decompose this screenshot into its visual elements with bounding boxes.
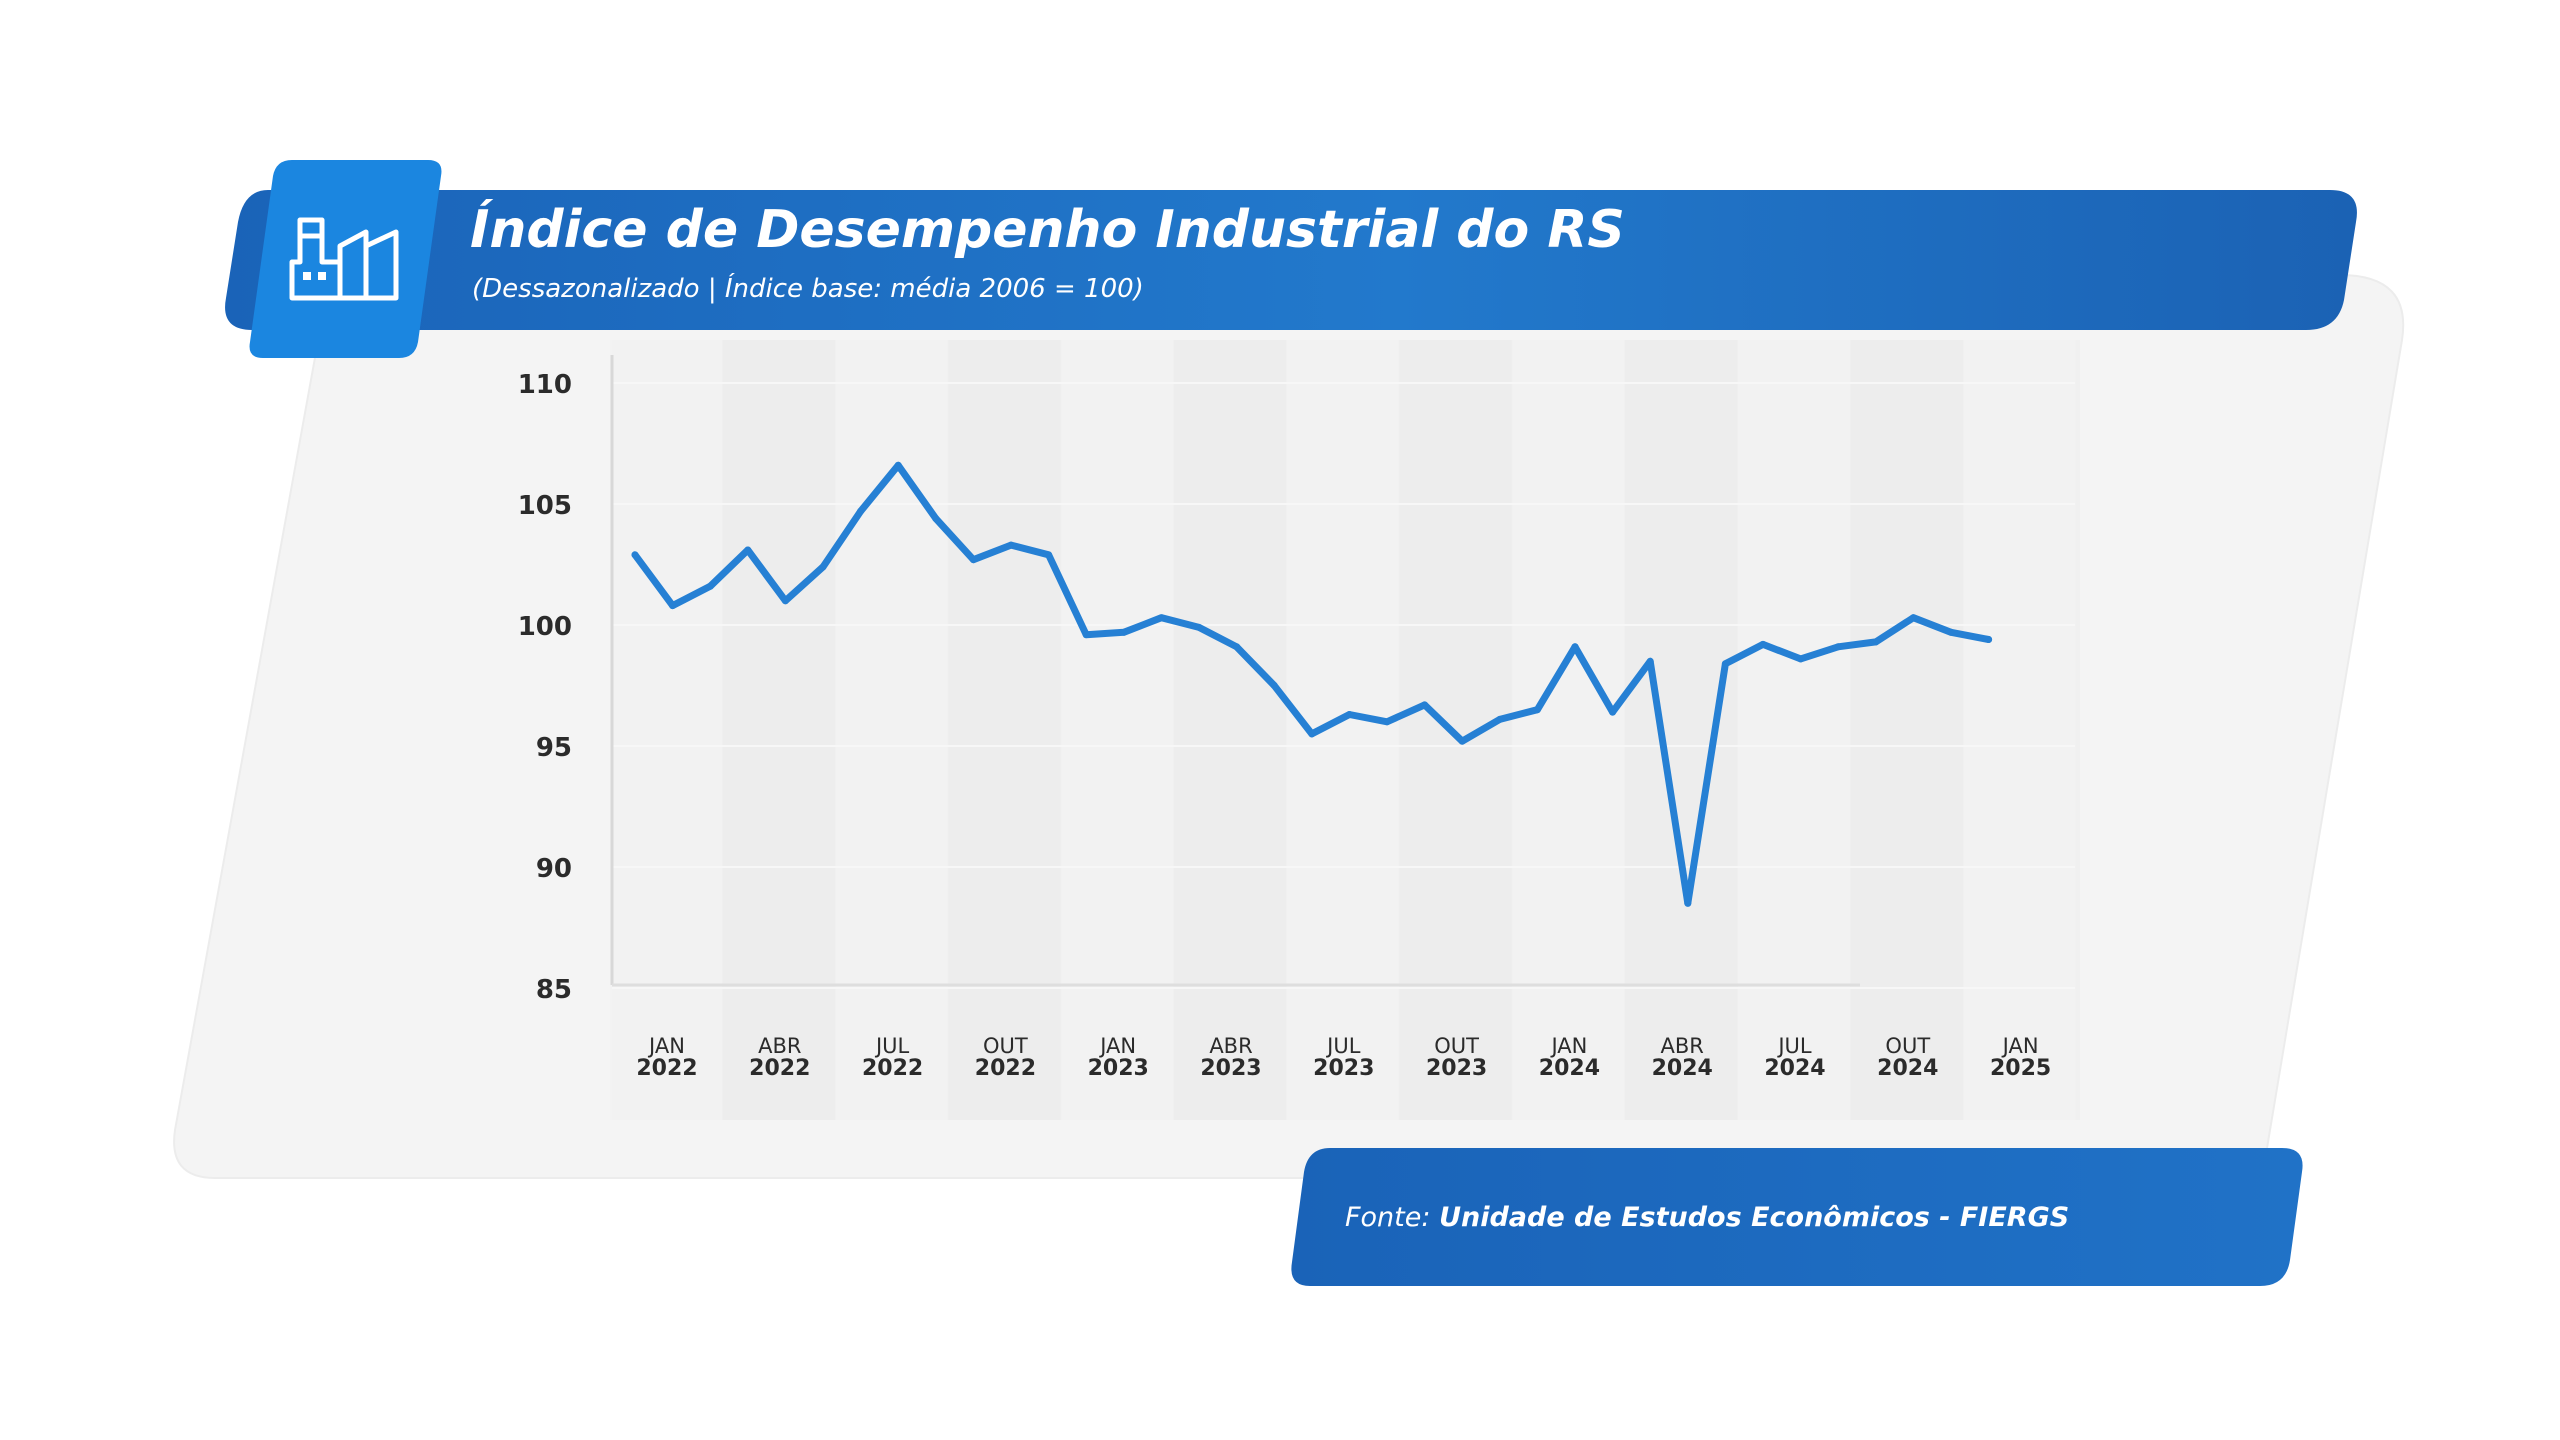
- column-bands: [610, 340, 2076, 1120]
- data-point: [1421, 701, 1429, 709]
- x-tick-year: 2022: [749, 1056, 810, 1081]
- column-band: [1512, 340, 1625, 1120]
- x-tick-month: JAN: [647, 1034, 685, 1058]
- column-band: [835, 340, 948, 1120]
- x-tick-year: 2023: [1200, 1056, 1261, 1081]
- data-point: [1609, 708, 1617, 716]
- factory-icon: [289, 217, 399, 301]
- column-band: [1286, 340, 1399, 1120]
- source-name: Unidade de Estudos Econômicos - FIERGS: [1439, 1202, 2070, 1233]
- y-tick-label: 110: [518, 370, 572, 400]
- x-tick-month: JUL: [874, 1034, 910, 1058]
- grid-lines: [612, 382, 2075, 989]
- x-tick-month: OUT: [983, 1034, 1028, 1058]
- column-band: [1850, 340, 1963, 1120]
- data-point: [1233, 643, 1241, 651]
- data-point: [1985, 636, 1993, 644]
- source-prefix: Fonte:: [1345, 1202, 1431, 1233]
- y-tick-labels: 110 105 100 95 90 85: [518, 370, 572, 1005]
- data-point: [894, 461, 902, 469]
- x-tick-year: 2022: [862, 1056, 923, 1081]
- data-point: [1496, 715, 1504, 723]
- x-tick-month: JAN: [1098, 1034, 1136, 1058]
- x-tick-year: 2023: [1088, 1056, 1149, 1081]
- chart-subtitle: (Dessazonalizado | Índice base: média 20…: [472, 274, 1144, 304]
- data-point: [781, 597, 789, 605]
- y-tick-label: 90: [536, 854, 572, 884]
- x-tick-month: JUL: [1776, 1034, 1812, 1058]
- column-band: [1174, 340, 1286, 1120]
- x-tick-month: OUT: [1434, 1034, 1479, 1058]
- column-band: [610, 340, 722, 1120]
- data-point: [1007, 541, 1015, 549]
- x-tick-year: 2024: [1652, 1056, 1713, 1081]
- x-tick-month: ABR: [1209, 1034, 1252, 1058]
- data-point: [1684, 899, 1692, 907]
- data-point: [1571, 643, 1579, 651]
- column-band: [1625, 340, 1738, 1120]
- data-point: [1646, 657, 1654, 665]
- data-point: [1721, 660, 1729, 668]
- data-point: [1947, 628, 1955, 636]
- data-point: [1045, 551, 1053, 559]
- data-point: [1533, 706, 1541, 714]
- data-point: [706, 582, 714, 590]
- data-point: [932, 515, 940, 523]
- data-point: [819, 563, 827, 571]
- data-point: [1872, 638, 1880, 646]
- x-tick-year: 2024: [1539, 1056, 1600, 1081]
- data-point: [1909, 614, 1917, 622]
- data-point: [1157, 614, 1165, 622]
- data-point: [1345, 711, 1353, 719]
- x-tick-year: 2023: [1426, 1056, 1487, 1081]
- series-group: [631, 461, 1993, 907]
- data-point: [1458, 737, 1466, 745]
- data-point: [857, 507, 865, 515]
- data-point: [1270, 682, 1278, 689]
- y-tick-label: 105: [518, 491, 572, 521]
- x-tick-month: ABR: [758, 1034, 801, 1058]
- header-bar: [225, 190, 2357, 330]
- column-band: [1061, 340, 1174, 1120]
- source-bar: [1291, 1148, 2303, 1286]
- x-tick-year: 2024: [1877, 1056, 1938, 1081]
- x-tick-year: 2023: [1313, 1056, 1374, 1081]
- x-tick-year: 2025: [1990, 1056, 2051, 1081]
- data-point: [1082, 631, 1090, 639]
- data-point: [631, 551, 639, 559]
- column-band: [722, 340, 835, 1120]
- x-tick-month: JAN: [1549, 1034, 1587, 1058]
- x-tick-year: 2024: [1764, 1056, 1825, 1081]
- column-band: [1738, 340, 1850, 1120]
- data-point: [1797, 655, 1805, 663]
- data-point: [1759, 640, 1767, 648]
- data-point: [1195, 623, 1203, 631]
- y-tick-label: 95: [536, 733, 572, 763]
- x-tick-year: 2022: [636, 1056, 697, 1081]
- header-icon-tile: [249, 160, 442, 358]
- chart-title: Índice de Desempenho Industrial do RS: [470, 200, 1625, 260]
- data-point: [1120, 628, 1128, 636]
- x-tick-year: 2022: [975, 1056, 1036, 1081]
- data-point: [1383, 718, 1391, 726]
- y-tick-label: 100: [518, 612, 572, 642]
- data-point: [969, 556, 977, 564]
- data-point: [669, 602, 677, 610]
- data-point: [1308, 730, 1316, 738]
- y-tick-label: 85: [536, 975, 572, 1005]
- column-band: [1963, 340, 2076, 1120]
- x-tick-month: ABR: [1661, 1034, 1704, 1058]
- data-point: [744, 546, 752, 554]
- source-note: Fonte: Unidade de Estudos Econômicos - F…: [1345, 1202, 2069, 1233]
- x-tick-month: OUT: [1885, 1034, 1930, 1058]
- x-tick-labels: JAN2022ABR2022JUL2022OUT2022JAN2023ABR20…: [636, 1034, 2051, 1081]
- x-tick-month: JUL: [1325, 1034, 1361, 1058]
- column-band: [948, 340, 1061, 1120]
- x-tick-month: JAN: [2001, 1034, 2039, 1058]
- data-point: [1834, 643, 1842, 651]
